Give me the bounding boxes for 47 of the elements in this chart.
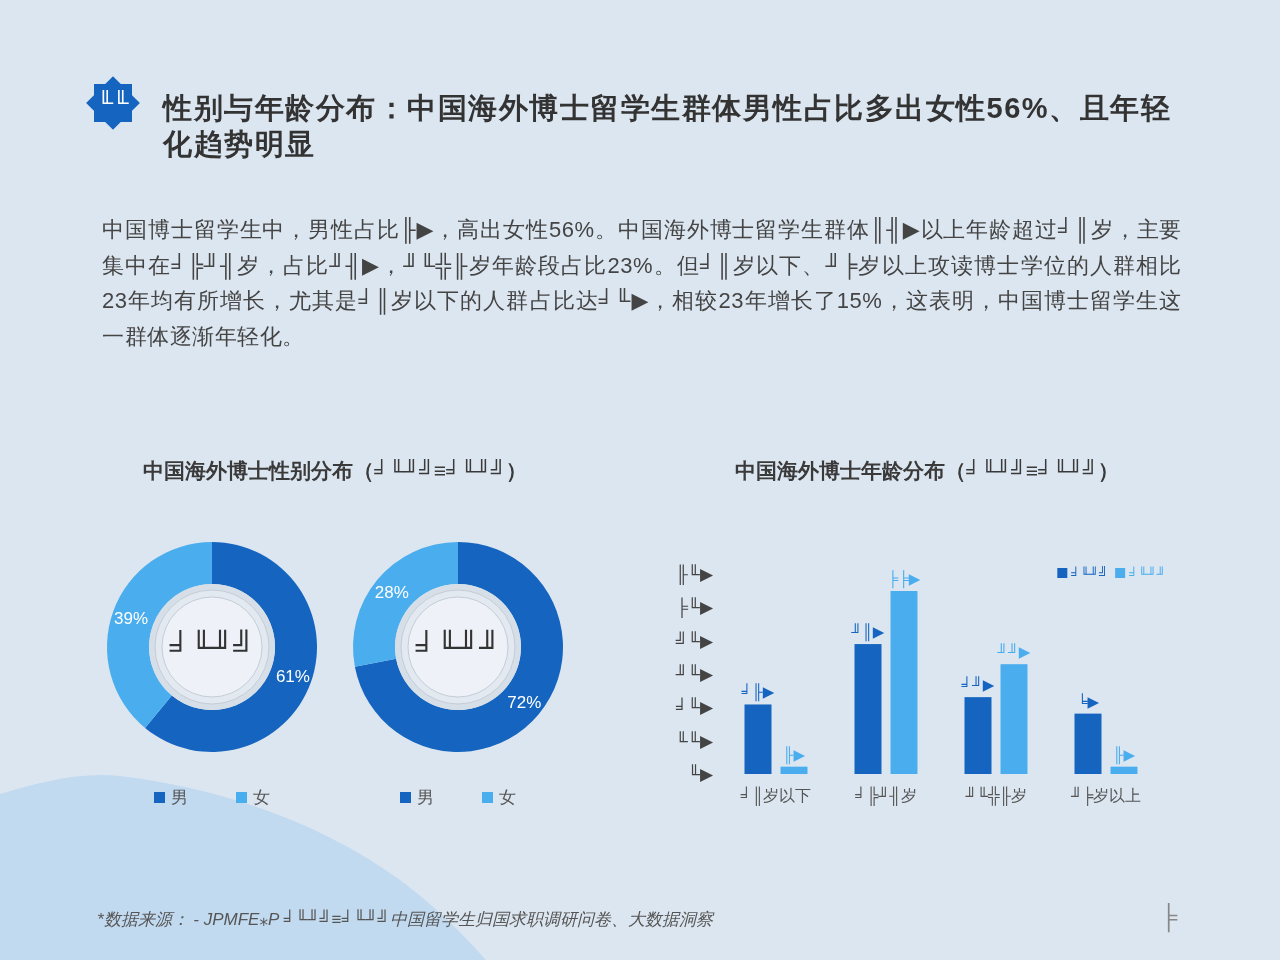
data-label: 61% bbox=[275, 667, 310, 687]
text: *数据来源： - JPMFE⁎P ╛╙╜╝≡╛╙╜╝中国留学生归国求职调研问卷、大数据洞察 bbox=[97, 908, 716, 931]
annotation: ╘▶ bbox=[1076, 692, 1100, 710]
text: 性别与年龄分布：中国海外博士留学生群体男性占比多出女性56%、且年轻化趋势明显 bbox=[163, 91, 1173, 162]
legend-label: 男 bbox=[171, 788, 188, 807]
data-label: 39% bbox=[114, 608, 149, 628]
text: ╛╙╜╝ bbox=[169, 629, 255, 663]
x-tick-label: ╛║岁以下 bbox=[739, 786, 812, 806]
text: ╙╙ bbox=[96, 89, 130, 117]
text: ╜╙▶ bbox=[674, 664, 714, 684]
annotation: ╞╞▶ bbox=[887, 570, 921, 589]
text: ╞╙▶ bbox=[675, 597, 714, 620]
bar bbox=[1000, 664, 1028, 774]
text: ╛╙╜╜ bbox=[415, 629, 501, 663]
x-tick-label: ╜╞岁以上 bbox=[1070, 786, 1142, 806]
annotation: ╜║▶ bbox=[850, 623, 885, 643]
annotation: ╟▶ bbox=[782, 745, 806, 765]
text: ╙╙▶ bbox=[675, 730, 714, 751]
x-tick-label: ╜╙╬╟岁 bbox=[965, 786, 1027, 806]
legend-label: ╛╙╜╜ bbox=[1128, 566, 1166, 581]
legend-label: 女 bbox=[253, 788, 270, 807]
text: ╝╙▶ bbox=[674, 630, 714, 651]
chart-title: 中国海外博士年龄分布（╛╙╜╝≡╛╙╜╝） bbox=[735, 458, 1119, 482]
bar bbox=[890, 591, 918, 774]
bar bbox=[964, 697, 992, 774]
data-label: 72% bbox=[507, 692, 542, 712]
annotation: ╜╜▶ bbox=[996, 643, 1031, 661]
donut-slice bbox=[354, 542, 563, 752]
bar bbox=[1110, 766, 1138, 774]
data-label: 28% bbox=[374, 583, 409, 603]
text: 中国博士留学生中，男性占比╟▶，高出女性56%。中国海外博士留学生群体║╢▶以上年龄超过╛║岁，主要集中在╛╠╜╢岁，占比╜╢▶，╜╙╬╟岁年龄段占比23%。但╛║岁以下、╜╞岁以上攻读博士学位的人群相比23年均有所增长，尤其是╛║岁以下的人群占比达╛╙▶，相较23年增长了15%，这表明，中国博士留学生这一群体逐渐年轻化。 bbox=[102, 216, 1182, 351]
text: ╙▶ bbox=[687, 764, 714, 784]
annotation: ╟▶ bbox=[1112, 745, 1136, 765]
bar bbox=[744, 704, 772, 774]
chart-title: 中国海外博士性别分布（╛╙╜╝≡╛╙╜╝） bbox=[143, 458, 527, 482]
legend-label: 女 bbox=[499, 788, 516, 807]
text: ╛╙▶ bbox=[675, 697, 714, 718]
bar bbox=[854, 644, 882, 774]
bar bbox=[1074, 713, 1102, 774]
annotation: ╛╟▶ bbox=[741, 683, 775, 703]
legend-label: ╛╙╜╝ bbox=[1070, 565, 1109, 581]
x-tick-label: ╛╠╜╢岁 bbox=[854, 786, 917, 806]
bar bbox=[780, 766, 808, 774]
text: ╟╙▶ bbox=[675, 564, 714, 586]
legend-label: 男 bbox=[417, 788, 434, 807]
text: ╞ bbox=[1160, 902, 1179, 932]
annotation: ╛╜▶ bbox=[961, 676, 995, 694]
